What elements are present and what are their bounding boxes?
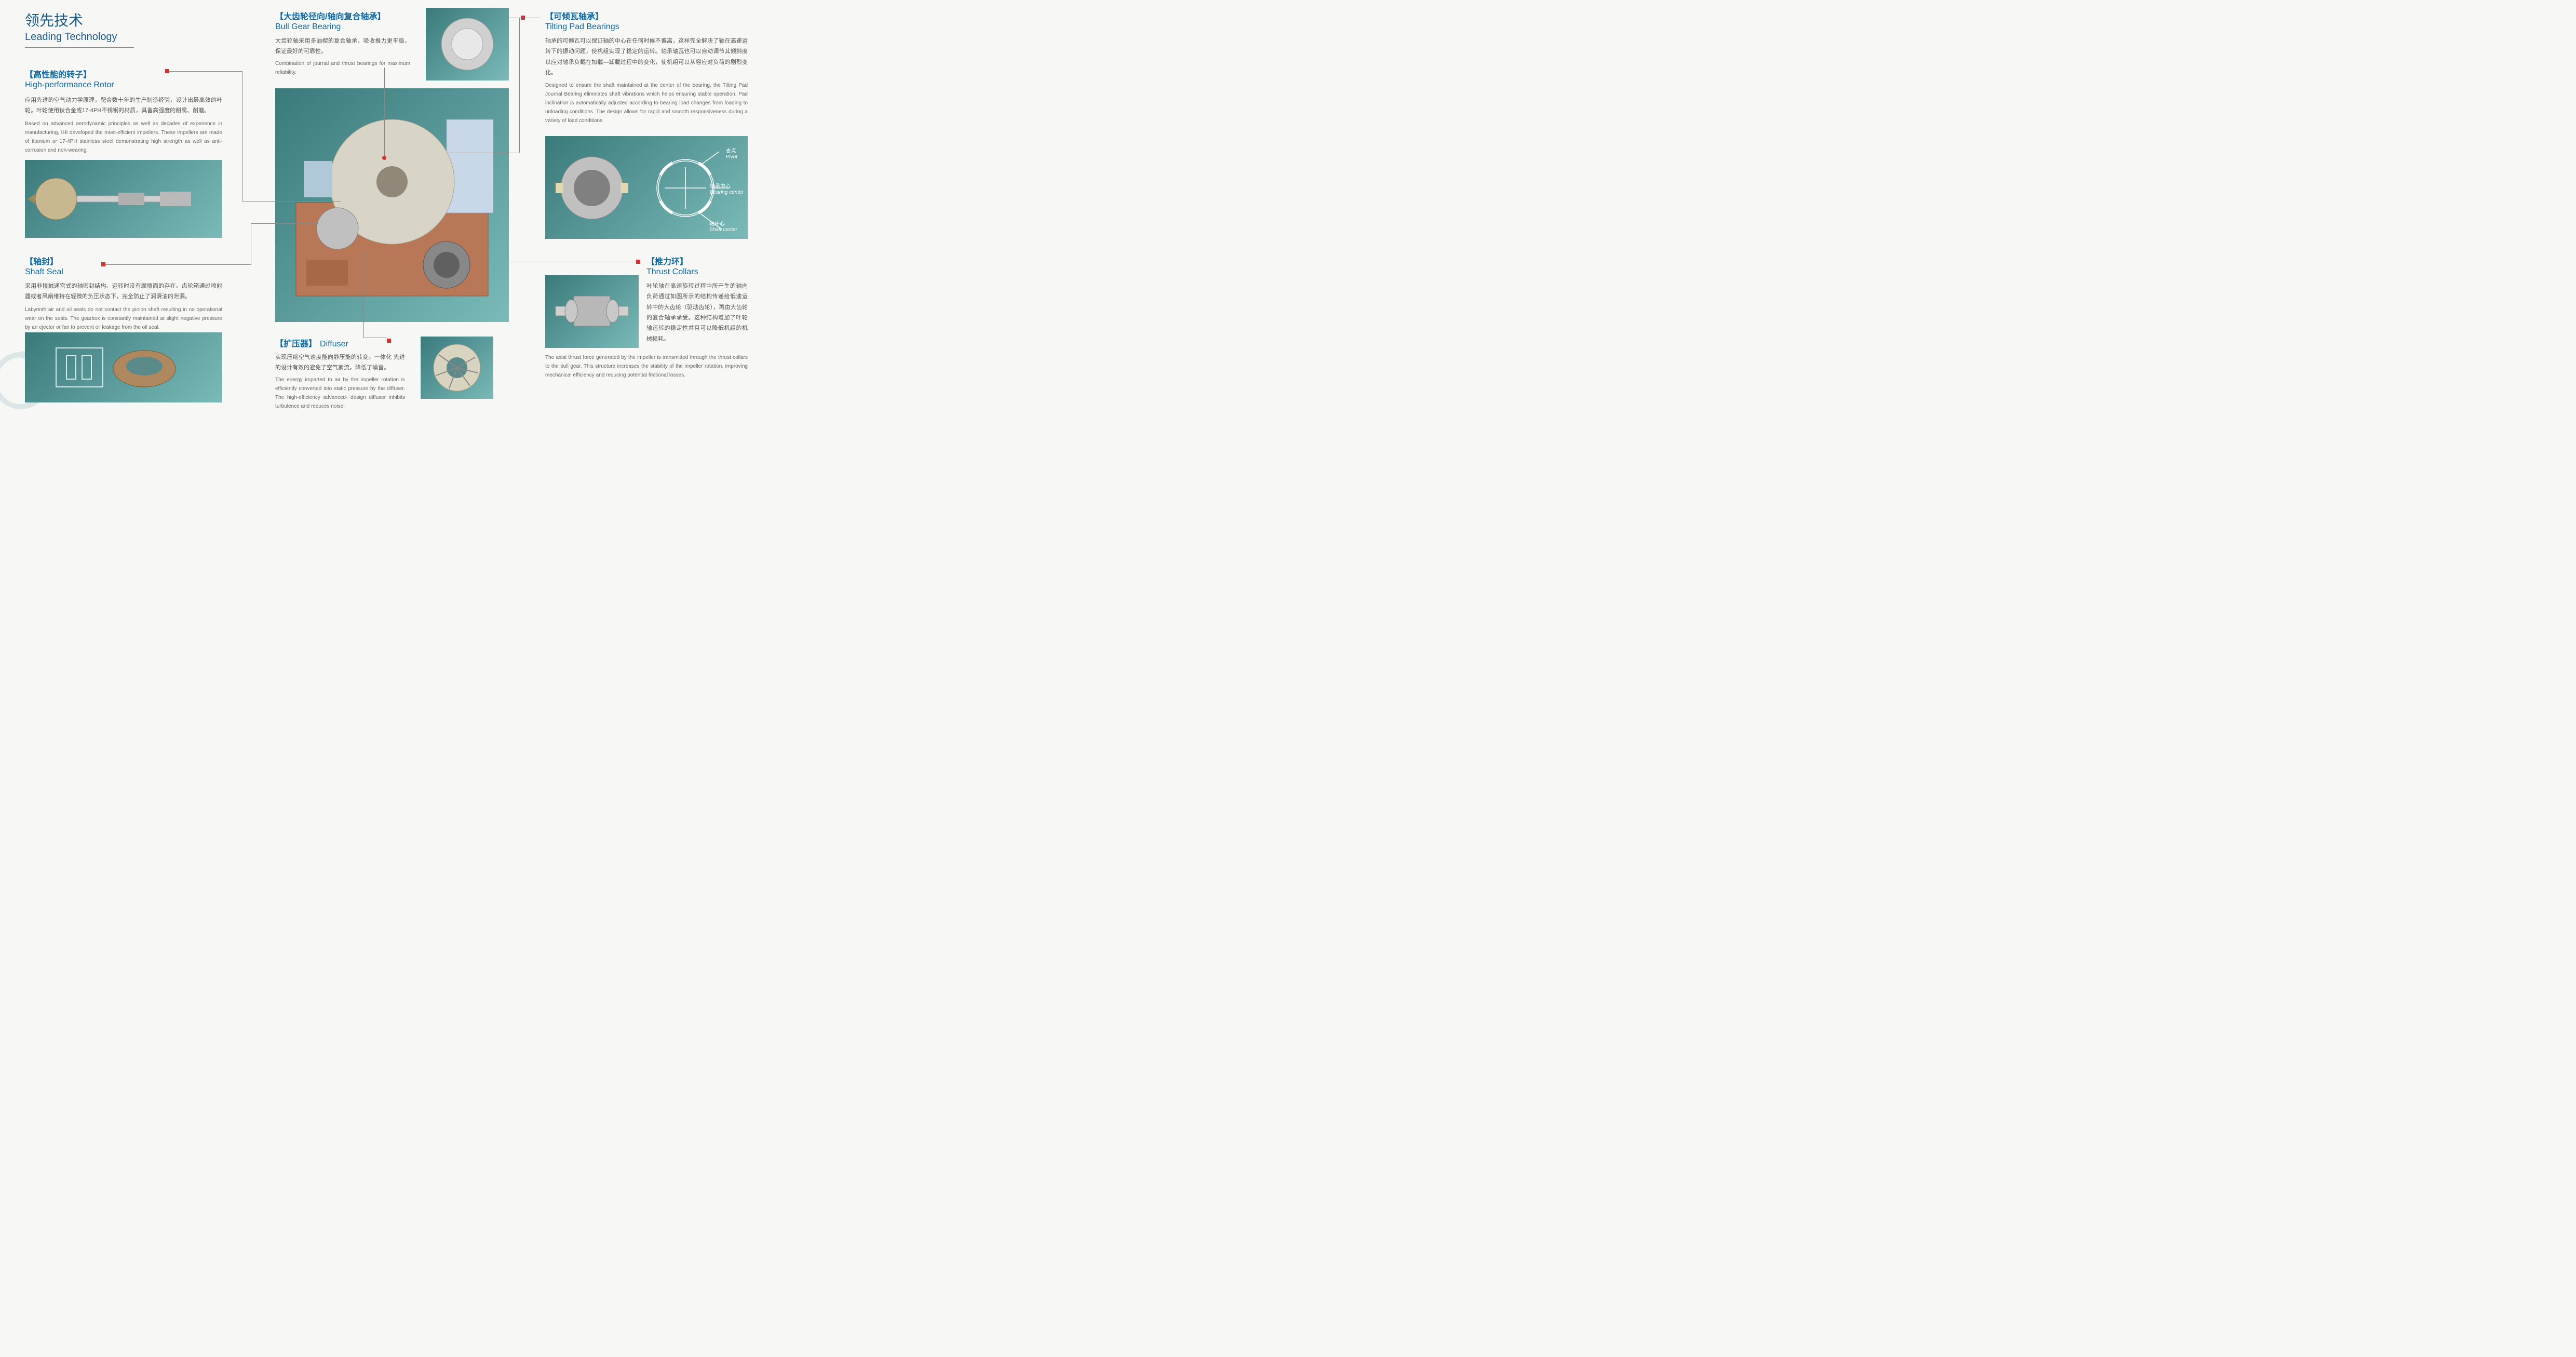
diffuser-title-cn: 【扩压器】: [275, 337, 317, 349]
rotor-image: [25, 160, 222, 238]
tilting-leader-v: [519, 18, 520, 153]
rotor-desc-en: Based on advanced aerodynamic principles…: [25, 119, 222, 155]
thrust-desc-en: The axial thrust force generated by the …: [545, 353, 748, 380]
tilting-image: 支点 Pivot 轴承中心 Bearing center 轴中心 Shaft c…: [545, 136, 748, 239]
seal-title-en: Shaft Seal: [25, 267, 222, 277]
diag-pivot-en: Pivot: [726, 154, 737, 160]
rotor-desc-cn: 应用先进的空气动力学原理，配合数十年的生产制造经验，设计出最高效的叶轮。叶轮使用…: [25, 95, 222, 116]
diffuser-image: [421, 337, 493, 399]
thrust-marker: [636, 260, 640, 264]
bullgear-title-en: Bull Gear Bearing: [275, 22, 410, 32]
diag-scenter-en: Shaft center: [709, 227, 737, 233]
thrust-illustration: [545, 275, 639, 348]
rotor-illustration: [25, 160, 222, 238]
diag-bcenter-en: Bearing center: [710, 190, 744, 195]
thrust-title-en: Thrust Collars: [646, 267, 748, 277]
tilting-desc-cn: 轴承的可倾瓦可以保证轴的中心在任何时候不偏离，这样完全解决了轴在高速运转下的振动…: [545, 36, 748, 78]
seal-desc-en: Labyrinth air and oil seals do not conta…: [25, 305, 222, 332]
page-title-en: Leading Technology: [25, 31, 134, 43]
bullgear-marker: [382, 156, 386, 160]
diffuser-illustration: [421, 337, 493, 399]
thrust-image: [545, 275, 639, 348]
bullgear-desc-cn: 大齿轮轴采用多油楔的复合轴承，吸收推力更平稳，保证最好的可靠性。: [275, 36, 410, 57]
bullgear-image: [426, 8, 509, 80]
thrust-desc-cn: 叶轮轴在高速旋转过程中所产生的轴向负荷通过如图所示的结构传递给低速运转中的大齿轮…: [646, 281, 748, 344]
rotor-title-en: High-performance Rotor: [25, 80, 222, 90]
rotor-marker: [165, 69, 169, 73]
watermark-icon: [0, 350, 52, 412]
rotor-leader: [169, 71, 242, 72]
bullgear-illustration: [426, 8, 509, 80]
seal-image: [25, 332, 222, 402]
tilting-desc-en: Designed to ensure the shaft maintained …: [545, 81, 748, 125]
diffuser-marker: [387, 339, 391, 343]
seal-title-cn: 【轴封】: [25, 254, 222, 267]
tilting-title-en: Tilting Pad Bearings: [545, 22, 748, 32]
page-title-cn: 领先技术: [25, 9, 134, 30]
bullgear-leader-v: [384, 68, 385, 156]
bullgear-title-cn: 【大齿轮径向/轴向复合轴承】: [275, 9, 410, 22]
thrust-title-cn: 【推力环】: [646, 254, 748, 267]
seal-leader-2: [251, 223, 318, 224]
cutaway-image: [275, 88, 509, 322]
rotor-title-cn: 【高性能的转子】: [25, 68, 222, 80]
diag-pivot-cn: 支点: [726, 146, 737, 154]
diffuser-title-en: Diffuser: [320, 340, 348, 349]
bullgear-desc-en: Combination of journal and thrust bearin…: [275, 59, 410, 77]
diffuser-desc-cn: 实现压缩空气速度能向静压能的转变。一体化 先进的设计有效的避免了空气紊流，降低了…: [275, 352, 405, 373]
seal-illustration: [25, 332, 222, 402]
tilting-title-cn: 【可倾瓦轴承】: [545, 9, 748, 22]
title-underline: [25, 47, 134, 48]
cutaway-illustration: [275, 88, 509, 322]
diag-bcenter-cn: 轴承中心: [710, 182, 744, 190]
seal-marker: [101, 262, 105, 266]
seal-desc-cn: 采用非接触迷宫式的轴密封结构。运转时没有摩擦面的存在。齿轮箱通过喷射器或者风扇维…: [25, 281, 222, 302]
seal-leader: [105, 264, 251, 265]
diffuser-desc-en: The energy imparted to air by the impell…: [275, 375, 405, 411]
diffuser-leader: [363, 252, 364, 338]
diag-scenter-cn: 轴中心: [709, 219, 737, 227]
